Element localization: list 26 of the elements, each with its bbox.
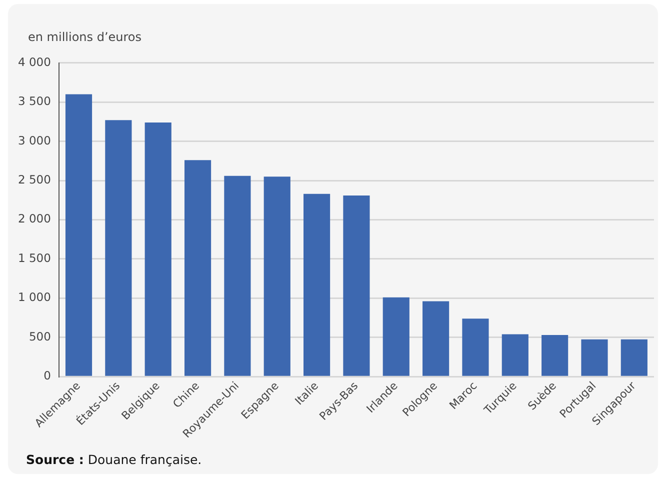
bar	[343, 195, 370, 376]
bar	[502, 334, 528, 376]
bar	[105, 120, 132, 376]
y-axis-title: en millions d’euros	[28, 30, 142, 44]
bar	[581, 339, 608, 376]
bar	[224, 176, 251, 376]
y-tick-label: 500	[28, 329, 51, 344]
bar	[144, 122, 172, 376]
bar	[65, 94, 92, 376]
y-tick-label: 4 000	[18, 54, 51, 69]
bar	[462, 318, 489, 376]
bar	[620, 339, 648, 376]
y-tick-label: 0	[44, 368, 51, 383]
bar	[422, 301, 450, 376]
bar	[264, 176, 290, 376]
source-note: Source : Douane française.	[26, 452, 202, 467]
bar	[542, 335, 568, 376]
y-tick-label: 2 500	[18, 172, 51, 187]
y-tick-label: 1 500	[18, 250, 51, 265]
y-tick-label: 3 500	[18, 94, 51, 108]
bar	[382, 297, 410, 376]
y-tick-label: 3 000	[18, 133, 51, 148]
y-tick-label: 1 000	[18, 290, 51, 304]
bar	[184, 160, 212, 376]
y-tick-label: 2 000	[18, 212, 51, 226]
bar	[304, 194, 330, 376]
